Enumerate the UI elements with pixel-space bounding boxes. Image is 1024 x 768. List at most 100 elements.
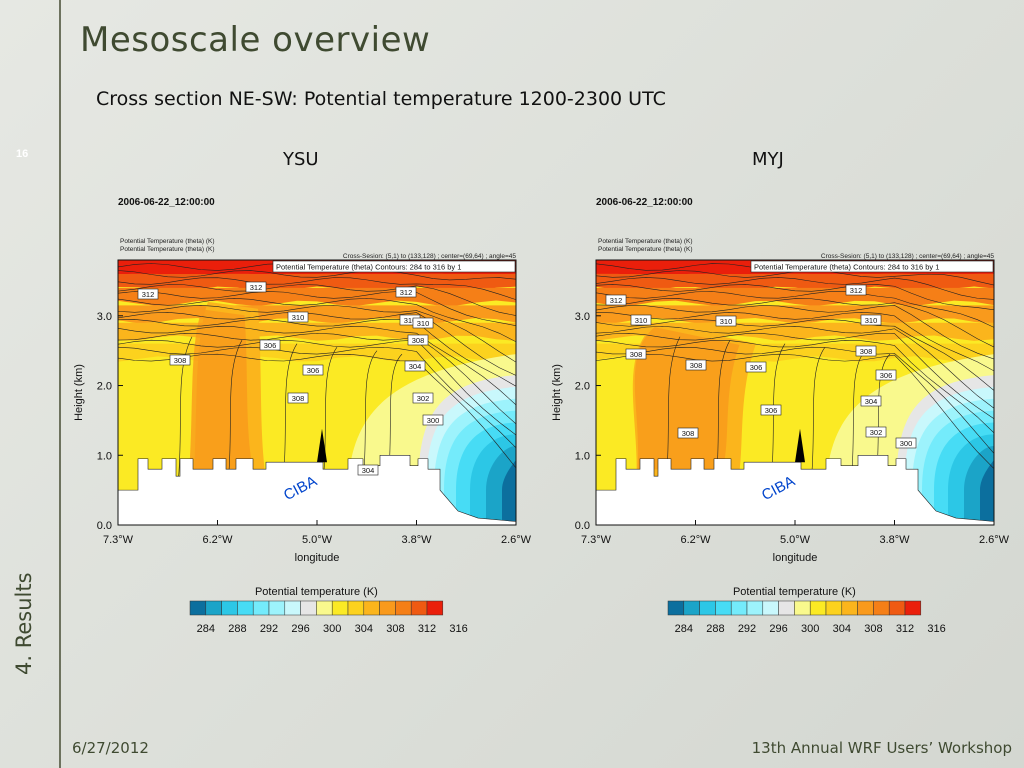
colorbar-swatch: [778, 600, 795, 616]
contour-line: [596, 312, 994, 372]
colorbar-swatch: [252, 600, 270, 616]
contour-label: 302: [412, 392, 434, 404]
colorbar-swatch: [395, 600, 412, 616]
colorbar-title: Potential temperature (K): [255, 586, 378, 598]
contour-label: 310: [860, 314, 882, 326]
theta-band: [596, 305, 994, 324]
colorbar-tick-label: 284: [675, 623, 693, 635]
contour-label: 310: [287, 311, 309, 323]
colorbar-swatch: [347, 600, 365, 616]
y-tick-label: 1.0: [97, 450, 112, 462]
contour-info-box: [750, 260, 994, 273]
chart-timestamp: 2006-06-22_12:00:00: [596, 197, 693, 208]
svg-text:300: 300: [427, 416, 440, 425]
contour-label: 308: [407, 334, 429, 346]
colorbar-tick-label: 308: [864, 623, 882, 635]
x-axis-label: longitude: [773, 552, 818, 564]
colorbar-swatch: [331, 600, 349, 616]
colorbar-swatch: [857, 600, 874, 616]
slide-title: Mesoscale overview: [80, 20, 431, 60]
contour-label: 312: [605, 294, 627, 306]
svg-text:306: 306: [750, 363, 763, 372]
colorbar-swatch: [794, 600, 811, 616]
x-axis-label: longitude: [295, 552, 340, 564]
colorbar-tick-label: 304: [833, 623, 851, 635]
contour-line: [362, 350, 378, 484]
x-tick-label: 3.8°W: [879, 534, 910, 546]
colorbar-swatch: [762, 600, 779, 616]
svg-text:308: 308: [682, 429, 695, 438]
x-tick-label: 3.8°W: [401, 534, 432, 546]
svg-text:312: 312: [850, 286, 863, 295]
contour-label: 308: [677, 427, 699, 439]
svg-text:310: 310: [417, 319, 430, 328]
contour-line: [596, 318, 994, 391]
colorbar-swatch: [221, 600, 238, 616]
contour-label: 306: [259, 339, 281, 351]
colorbar-tick-label: 288: [228, 623, 246, 635]
svg-text:308: 308: [860, 347, 873, 356]
terrain: [596, 454, 994, 525]
contour-info: Potential Temperature (theta) Contours: …: [276, 263, 461, 272]
colorbar-swatch: [715, 600, 732, 616]
svg-text:302: 302: [870, 428, 883, 437]
contour-line: [118, 305, 516, 363]
colorbar-tick-label: 292: [738, 623, 756, 635]
y-tick-label: 0.0: [97, 520, 112, 532]
contour-label: 300: [422, 414, 444, 426]
chart-svg: 2006-06-22_12:00:00 Potential Temperature…: [551, 197, 1010, 635]
contour-line: [322, 346, 338, 484]
contour-line: [118, 346, 516, 448]
colorbar-title: Potential temperature (K): [733, 586, 856, 598]
contour-label: 304: [860, 395, 882, 407]
colorbar-swatch: [237, 600, 254, 616]
field-description: Potential Temperature (theta) (K): [598, 246, 693, 253]
theta-band: [596, 287, 994, 307]
contour-label: 304: [404, 360, 426, 372]
contour-label: 310: [715, 315, 737, 327]
contour-label: 308: [855, 345, 877, 357]
slide-subtitle: Cross section NE-SW: Potential temperatu…: [96, 88, 666, 110]
contour-line: [810, 346, 826, 484]
contour-line: [118, 298, 516, 343]
field-description: Potential Temperature (theta) (K): [598, 238, 693, 245]
contour-line: [118, 319, 516, 387]
ciba-marker-icon: [795, 428, 805, 463]
contour-line: [596, 353, 994, 469]
x-tick-label: 5.0°W: [302, 534, 333, 546]
warm-plume-core: [634, 327, 740, 470]
contour-line: [118, 326, 516, 406]
colorbar-tick-label: 312: [418, 623, 436, 635]
colorbar-swatch: [300, 600, 317, 616]
colorbar-tick-label: 292: [260, 623, 278, 635]
colorbar-swatch: [809, 600, 827, 616]
terrain: [118, 454, 516, 525]
colorbar-swatch: [699, 600, 716, 616]
contour-line: [596, 346, 994, 454]
colorbar-tick-label: 300: [801, 623, 819, 635]
contour-label: 310: [630, 314, 652, 326]
contour-line: [227, 340, 243, 484]
contour-label: 308: [287, 392, 309, 404]
colorbar-swatch: [904, 600, 922, 616]
svg-text:304: 304: [362, 466, 375, 475]
colorbar-swatch: [284, 600, 301, 616]
contour-line: [118, 339, 516, 436]
colorbar-tick-label: 316: [927, 623, 945, 635]
colorbar-tick-label: 284: [197, 623, 215, 635]
colorbar-swatch: [841, 600, 858, 616]
contour-line: [596, 340, 994, 434]
contour-line: [596, 325, 994, 409]
contour-label: 300: [895, 437, 917, 449]
contour-line: [118, 291, 516, 326]
svg-text:310: 310: [292, 313, 305, 322]
x-tick-label: 7.3°W: [581, 534, 612, 546]
svg-text:304: 304: [409, 362, 422, 371]
colorbar-swatch: [746, 600, 764, 616]
x-tick-label: 5.0°W: [780, 534, 811, 546]
contour-label: 312: [245, 281, 267, 293]
contour-line: [596, 298, 994, 348]
panel-label-myj: MYJ: [752, 149, 784, 170]
contour-label: 304: [357, 464, 379, 476]
contour-label: 306: [760, 404, 782, 416]
